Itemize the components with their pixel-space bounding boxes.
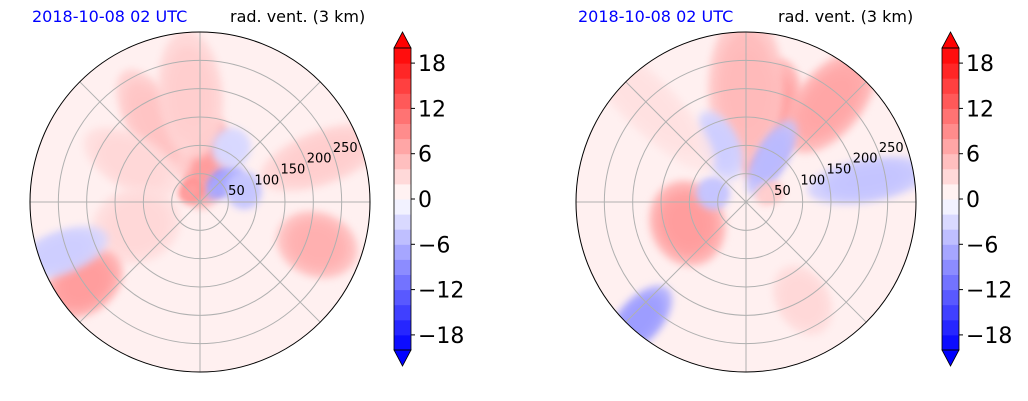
radial-tick-label: 100 bbox=[254, 173, 279, 188]
grid-spoke bbox=[625, 81, 747, 203]
colorbar-band bbox=[394, 334, 411, 351]
colorbar-band bbox=[394, 214, 411, 230]
colorbar-extend-bottom bbox=[941, 349, 960, 367]
colorbar-band bbox=[942, 138, 959, 155]
colorbar-band bbox=[394, 259, 411, 275]
chart-title-field: rad. vent. (3 km) bbox=[778, 7, 914, 26]
colorbar-band bbox=[394, 48, 411, 64]
colorbar-band bbox=[942, 229, 959, 245]
colorbar-band bbox=[394, 93, 411, 109]
field-blob bbox=[211, 127, 251, 169]
colorbar: −18 −12 −6 0 6 12 18 bbox=[941, 31, 1012, 367]
radial-tick-label: 200 bbox=[853, 152, 878, 167]
colorbar-extend-top bbox=[941, 31, 960, 49]
colorbar-tick-label: 6 bbox=[966, 143, 980, 168]
colorbar: −18 −12 −6 0 6 12 18 bbox=[393, 31, 464, 367]
chart-title-time: 2018-10-08 02 UTC bbox=[578, 7, 734, 26]
radial-tick-label: 250 bbox=[333, 141, 358, 156]
colorbar-band bbox=[942, 153, 959, 170]
colorbar-tick-label: 18 bbox=[418, 52, 446, 77]
colorbar-band bbox=[394, 289, 411, 306]
colorbar-band bbox=[942, 63, 959, 79]
colorbar-tick-label: 18 bbox=[966, 52, 994, 77]
colorbar-band bbox=[942, 274, 959, 291]
colorbar-band bbox=[394, 63, 411, 79]
radial-tick-label: 250 bbox=[879, 141, 904, 156]
grid-spoke bbox=[199, 201, 321, 323]
chart-panel-left: 2018-10-08 02 UTC rad. vent. (3 km) 50 10… bbox=[29, 7, 464, 373]
colorbar-band bbox=[394, 123, 411, 140]
polar-boundary bbox=[575, 31, 917, 373]
polar-boundary bbox=[29, 31, 371, 373]
field-blob bbox=[204, 164, 244, 200]
radial-tick-label: 50 bbox=[228, 184, 245, 199]
colorbar-band bbox=[394, 138, 411, 155]
radial-tick-label: 50 bbox=[774, 184, 791, 199]
field-blob bbox=[696, 176, 731, 210]
field-blob bbox=[783, 51, 876, 153]
colorbar-tick-label: 0 bbox=[418, 188, 432, 213]
colorbar-tick-label: 6 bbox=[418, 143, 432, 168]
colorbar-band bbox=[942, 108, 959, 124]
colorbar-tick-label: 12 bbox=[966, 97, 994, 122]
colorbar-band bbox=[942, 48, 959, 64]
colorbar-band bbox=[394, 168, 411, 185]
colorbar-band bbox=[394, 199, 411, 215]
colorbar-band bbox=[942, 93, 959, 109]
colorbar-band bbox=[942, 123, 959, 140]
colorbar-band bbox=[394, 319, 411, 336]
colorbar-band bbox=[942, 304, 959, 321]
colorbar-tick-label: 12 bbox=[418, 97, 446, 122]
colorbar-extend-bottom bbox=[393, 349, 412, 367]
colorbar-band bbox=[394, 108, 411, 124]
colorbar-band bbox=[394, 183, 411, 200]
colorbar-band bbox=[942, 214, 959, 230]
field-blob bbox=[91, 186, 181, 264]
field-blob bbox=[807, 156, 916, 205]
grid-spoke bbox=[745, 201, 867, 323]
colorbar-tick-label: −12 bbox=[966, 279, 1012, 304]
radial-tick-label: 100 bbox=[800, 173, 825, 188]
colorbar-extend-top bbox=[393, 31, 412, 49]
colorbar-tick-label: −18 bbox=[418, 324, 464, 349]
colorbar-band bbox=[394, 304, 411, 321]
colorbar-tick-label: −6 bbox=[418, 233, 450, 258]
colorbar-tick-label: −18 bbox=[966, 324, 1012, 349]
radial-tick-label: 150 bbox=[281, 162, 306, 177]
colorbar-band bbox=[942, 199, 959, 215]
colorbar-band bbox=[942, 183, 959, 200]
colorbar-band bbox=[394, 274, 411, 291]
colorbar-tick-label: 0 bbox=[966, 188, 980, 213]
grid-spoke bbox=[79, 201, 201, 323]
colorbar-band bbox=[942, 319, 959, 336]
colorbar-band bbox=[394, 153, 411, 170]
colorbar-band bbox=[942, 78, 959, 94]
field-blob bbox=[755, 181, 785, 205]
chart-panel-right: 2018-10-08 02 UTC rad. vent. (3 km) 50 10… bbox=[546, 0, 1028, 401]
grid-spoke bbox=[745, 81, 867, 203]
colorbar-band bbox=[942, 289, 959, 306]
field-blob bbox=[83, 127, 179, 198]
grid-spoke bbox=[199, 81, 321, 203]
colorbar-tick-label: −6 bbox=[966, 233, 998, 258]
field-blob bbox=[260, 123, 370, 192]
colorbar-band bbox=[942, 259, 959, 275]
grid-spoke bbox=[79, 81, 201, 203]
radial-tick-label: 150 bbox=[827, 162, 852, 177]
chart-title-time: 2018-10-08 02 UTC bbox=[32, 7, 188, 26]
colorbar-band bbox=[942, 334, 959, 351]
colorbar-band bbox=[394, 244, 411, 260]
colorbar-band bbox=[942, 168, 959, 185]
radial-tick-label: 200 bbox=[307, 152, 332, 167]
colorbar-tick-label: −12 bbox=[418, 279, 464, 304]
grid-spoke bbox=[625, 201, 747, 323]
chart-title-field: rad. vent. (3 km) bbox=[230, 7, 366, 26]
field-blob bbox=[178, 178, 204, 204]
colorbar-band bbox=[942, 244, 959, 260]
colorbar-band bbox=[394, 229, 411, 245]
colorbar-band bbox=[394, 78, 411, 94]
field-blob bbox=[116, 69, 193, 178]
